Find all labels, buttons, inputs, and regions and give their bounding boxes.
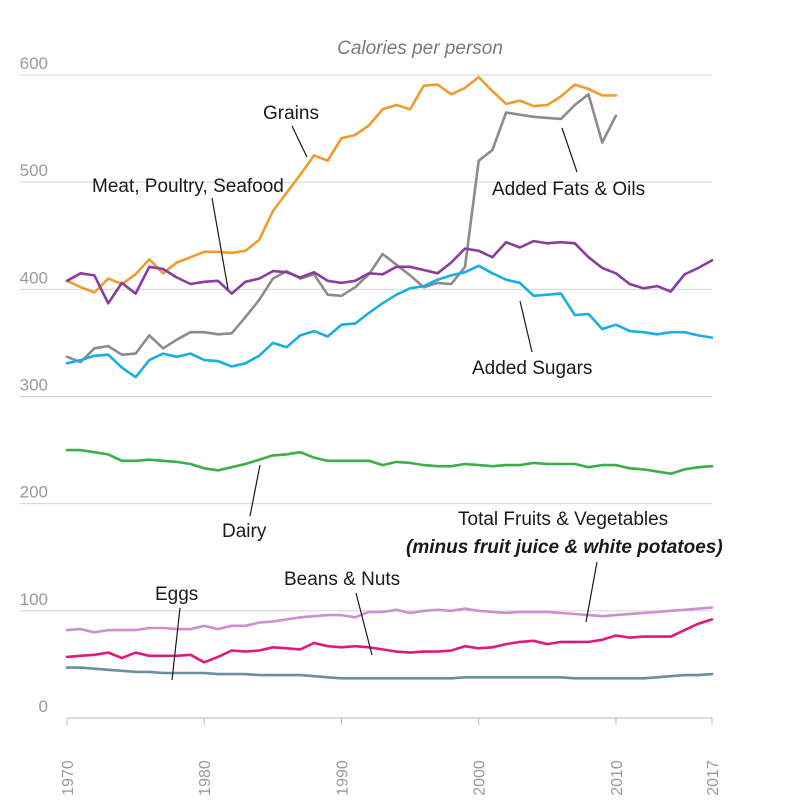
- fats-label: Added Fats & Oils: [492, 179, 645, 200]
- axes: Calories per person 0 100 200 300 400 500 600 1…: [20, 38, 722, 796]
- y-tick-label: 0: [39, 697, 48, 716]
- dairy-leader: [249, 464, 261, 517]
- fruits-leader: [585, 561, 598, 623]
- series-line-added-sugars: [65, 264, 714, 379]
- y-axis-title: Calories per person: [337, 38, 503, 59]
- series-line-beans-nuts: [65, 618, 714, 664]
- series-line-meat-poultry-seafood: [65, 239, 714, 305]
- x-tick-label: 1970: [60, 760, 77, 796]
- beans-label: Beans & Nuts: [284, 569, 400, 590]
- y-tick-label: 400: [20, 268, 48, 287]
- meat-leader: [211, 197, 229, 290]
- series-annotations: Grains Meat, Poultry, Seafood Added Fats…: [92, 103, 723, 681]
- sugars-label: Added Sugars: [472, 358, 592, 379]
- x-tick-label: 2000: [472, 760, 489, 796]
- grains-label: Grains: [263, 103, 319, 124]
- eggs-leader: [171, 607, 181, 681]
- x-tick-label: 1980: [197, 760, 214, 796]
- dairy-label: Dairy: [222, 521, 267, 542]
- grains-leader: [291, 125, 308, 158]
- fruits-sublabel: (minus fruit juice & white potatoes): [406, 537, 723, 558]
- y-tick-label: 500: [20, 161, 48, 180]
- eggs-label: Eggs: [155, 584, 198, 605]
- fruits-label: Total Fruits & Vegetables: [458, 509, 668, 530]
- series-line-eggs: [65, 666, 714, 680]
- y-tick-label: 300: [20, 376, 48, 395]
- y-tick-label: 600: [20, 54, 48, 73]
- series-lines: [65, 75, 714, 680]
- x-tick-label: 1990: [334, 760, 351, 796]
- y-tick-label: 200: [20, 483, 48, 502]
- series-line-added-fats-oils: [65, 93, 618, 364]
- series-line-total-fruits-vegetables: [65, 606, 714, 634]
- x-tick-label: 2010: [609, 760, 626, 796]
- x-tick-label: 2017: [705, 760, 722, 796]
- y-tick-label: 100: [20, 590, 48, 609]
- meat-label: Meat, Poultry, Seafood: [92, 176, 284, 197]
- fats-leader: [561, 127, 578, 173]
- gridlines: [20, 74, 712, 612]
- sugars-leader: [519, 300, 533, 353]
- series-line-dairy: [65, 448, 714, 476]
- beans-leader: [355, 592, 373, 656]
